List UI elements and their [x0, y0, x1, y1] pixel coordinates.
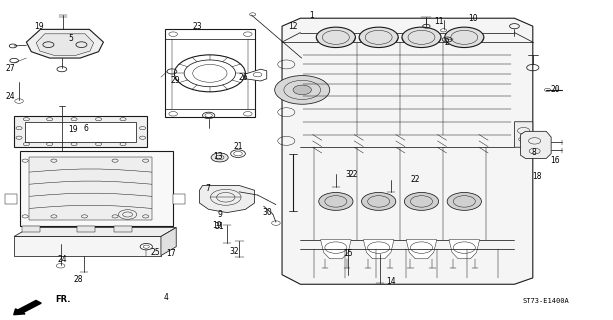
Polygon shape — [14, 236, 161, 256]
FancyArrow shape — [13, 300, 41, 315]
Polygon shape — [282, 18, 533, 284]
Circle shape — [275, 76, 330, 104]
Text: 5: 5 — [68, 35, 73, 44]
Text: 1: 1 — [309, 12, 314, 20]
Text: ST73-E1400A: ST73-E1400A — [523, 298, 569, 304]
Text: 12: 12 — [288, 22, 298, 31]
Polygon shape — [520, 131, 551, 158]
Polygon shape — [173, 194, 185, 204]
Circle shape — [211, 153, 228, 162]
Text: 23: 23 — [193, 22, 202, 31]
Polygon shape — [22, 226, 40, 232]
Text: 6: 6 — [84, 124, 89, 133]
Text: 2: 2 — [445, 38, 449, 47]
Text: 11: 11 — [434, 17, 443, 26]
Polygon shape — [14, 228, 176, 236]
Text: 26: 26 — [238, 73, 248, 82]
Circle shape — [140, 244, 153, 250]
Text: 22: 22 — [349, 170, 359, 179]
Circle shape — [402, 27, 441, 48]
Text: 31: 31 — [215, 222, 224, 231]
Text: 18: 18 — [531, 172, 541, 181]
Circle shape — [447, 193, 481, 210]
Polygon shape — [25, 122, 137, 141]
Text: 19: 19 — [34, 22, 44, 31]
Text: 28: 28 — [73, 275, 83, 284]
Text: 3: 3 — [345, 170, 350, 179]
Circle shape — [444, 27, 484, 48]
Polygon shape — [199, 186, 254, 212]
Text: 8: 8 — [531, 148, 536, 156]
Text: 29: 29 — [171, 76, 180, 85]
Text: 15: 15 — [343, 250, 353, 259]
Text: 19: 19 — [69, 125, 78, 134]
Polygon shape — [161, 228, 176, 256]
Polygon shape — [364, 240, 394, 259]
Circle shape — [316, 27, 356, 48]
Text: 4: 4 — [164, 293, 168, 302]
Polygon shape — [449, 240, 479, 259]
Text: 20: 20 — [550, 85, 560, 94]
Circle shape — [319, 193, 353, 210]
Text: 24: 24 — [6, 92, 15, 101]
Text: 24: 24 — [57, 255, 67, 264]
Circle shape — [362, 193, 396, 210]
Text: 21: 21 — [234, 142, 243, 151]
Text: 16: 16 — [550, 156, 560, 165]
Text: 7: 7 — [205, 184, 210, 193]
Text: FR.: FR. — [56, 295, 71, 304]
Polygon shape — [20, 151, 173, 226]
Circle shape — [405, 193, 439, 210]
Text: 10: 10 — [469, 14, 478, 23]
Text: 27: 27 — [6, 64, 15, 73]
Circle shape — [293, 85, 311, 95]
Text: 17: 17 — [166, 250, 175, 259]
Polygon shape — [321, 240, 351, 259]
Polygon shape — [245, 69, 267, 81]
Polygon shape — [5, 194, 17, 204]
Bar — [29, 157, 152, 220]
Polygon shape — [77, 226, 96, 232]
Polygon shape — [14, 116, 148, 147]
Bar — [165, 29, 255, 117]
Polygon shape — [514, 122, 533, 147]
Text: 19: 19 — [212, 221, 222, 230]
Polygon shape — [26, 29, 104, 58]
Text: 25: 25 — [150, 248, 159, 257]
Text: 32: 32 — [229, 247, 239, 256]
Text: 9: 9 — [217, 210, 222, 219]
Circle shape — [359, 27, 398, 48]
Polygon shape — [114, 226, 132, 232]
Polygon shape — [36, 34, 94, 55]
Polygon shape — [406, 240, 437, 259]
Text: 22: 22 — [411, 175, 420, 184]
Text: 30: 30 — [262, 208, 272, 217]
Text: 13: 13 — [213, 152, 223, 161]
Text: 14: 14 — [386, 277, 396, 286]
